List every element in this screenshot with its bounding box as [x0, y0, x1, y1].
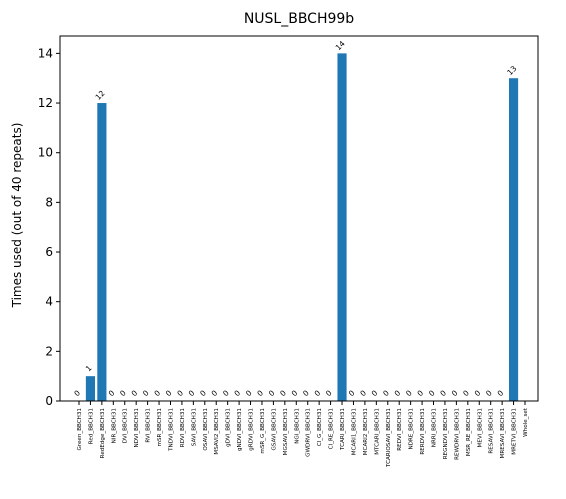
x-tick-label: Whole_set	[523, 407, 529, 437]
data-label: 0	[164, 388, 174, 398]
y-tick-label: 6	[45, 245, 53, 259]
x-tick-label: GSAVI_BBCH31	[271, 408, 277, 451]
x-tick-label: NDVI_BBCH31	[134, 408, 140, 448]
x-tick-label: MRESAVI_BBCH31	[500, 408, 506, 459]
data-label: 0	[72, 388, 82, 398]
y-tick-label: 8	[45, 195, 53, 209]
x-tick-label: REDVI_BBCH31	[397, 408, 403, 451]
data-label: 0	[495, 388, 505, 398]
data-label: 0	[358, 388, 368, 398]
x-tick-label: RDVI_BBCH31	[180, 408, 186, 448]
data-label: 0	[473, 388, 483, 398]
bar	[337, 53, 347, 401]
x-tick-label: REWDRVI_BBCH31	[454, 408, 460, 460]
x-tick-label: SAVI_BBCH31	[191, 408, 197, 447]
y-tick-label: 10	[38, 146, 53, 160]
y-tick-label: 14	[38, 46, 53, 60]
data-label: 0	[232, 388, 242, 398]
chart-title: NUSL_BBCH99b	[244, 11, 354, 27]
data-label: 0	[255, 388, 265, 398]
y-tick-label: 12	[38, 96, 53, 110]
x-tick-label: REGNDVI_BBCH31	[443, 408, 449, 460]
x-tick-label: MEVI_BBCH31	[477, 408, 483, 448]
data-label: 0	[152, 388, 162, 398]
data-label: 0	[301, 388, 311, 398]
bar	[508, 78, 519, 402]
data-label: 12	[94, 89, 107, 102]
data-label: 0	[415, 388, 425, 398]
x-tick-label: GWDRVI_BBCH31	[306, 408, 312, 457]
x-tick-label: MTCARI_BBCH31	[374, 408, 380, 455]
data-label: 0	[210, 388, 220, 398]
y-tick-label: 2	[45, 344, 53, 358]
x-tick-label: gDVI_BBCH31	[226, 408, 232, 447]
data-label: 0	[187, 388, 197, 398]
data-label: 0	[141, 388, 151, 398]
x-tick-label: TCARI_BBCH31	[340, 408, 346, 451]
x-tick-label: RedEdge_BBCH31	[100, 408, 106, 459]
y-tick-label: 4	[45, 295, 53, 309]
y-axis-label: Times used (out of 40 repeats)	[10, 123, 24, 309]
data-label: 0	[347, 388, 357, 398]
x-tick-label: TNDVI_BBCH31	[168, 408, 174, 452]
x-tick-label: MCARI2_BBCH31	[363, 408, 369, 456]
data-label: 1	[84, 363, 94, 373]
data-label: 0	[267, 388, 277, 398]
data-label: 0	[290, 388, 300, 398]
data-label: 0	[118, 388, 128, 398]
data-label: 0	[438, 388, 448, 398]
data-label: 13	[505, 64, 518, 77]
data-label: 14	[334, 39, 347, 52]
data-label: 0	[404, 388, 414, 398]
data-label: 0	[427, 388, 437, 398]
x-tick-label: NRRI_BBCH31	[432, 408, 438, 448]
data-label: 0	[278, 388, 288, 398]
data-label: 0	[175, 388, 185, 398]
x-tick-label: Red_BBCH31	[88, 408, 94, 445]
data-label: 0	[130, 388, 140, 398]
x-tick-label: NGI_BBCH31	[294, 408, 300, 444]
x-tick-label: OSAVI_BBCH31	[203, 408, 209, 451]
bar	[85, 376, 96, 401]
data-label: 0	[107, 388, 117, 398]
x-tick-label: RERDVI_BBCH31	[420, 408, 426, 455]
data-label: 0	[198, 388, 208, 398]
data-label: 0	[313, 388, 323, 398]
y-tick-label: 0	[45, 394, 53, 408]
x-tick-label: gNDVI_BBCH31	[237, 408, 243, 451]
x-tick-label: MRETVI_BBCH31	[512, 408, 518, 455]
x-tick-label: RESAVI_BBCH31	[489, 408, 495, 454]
data-label: 0	[484, 388, 494, 398]
data-label: 0	[244, 388, 254, 398]
x-tick-label: MSAVI2_BBCH31	[214, 408, 220, 455]
x-tick-label: CI_G_BBCH31	[317, 408, 323, 447]
data-label: 0	[370, 388, 380, 398]
data-label: 0	[324, 388, 334, 398]
x-tick-label: TCARIOSAVI_BBCH31	[386, 408, 392, 468]
x-tick-label: MCARI1_BBCH31	[351, 408, 357, 456]
x-tick-label: mSR_BBCH31	[157, 408, 163, 447]
x-tick-label: gRDVI_BBCH31	[249, 408, 255, 451]
data-label: 0	[461, 388, 471, 398]
x-tick-label: MGSAVI_BBCH31	[283, 408, 289, 456]
data-label: 0	[450, 388, 460, 398]
x-tick-label: NIR_BBCH31	[111, 408, 117, 444]
bar	[97, 103, 107, 401]
x-tick-label: MSR_RE_BBCH31	[466, 408, 472, 457]
x-tick-label: mSR_G_BBCH31	[260, 408, 266, 454]
x-tick-label: DVI_BBCH31	[123, 408, 129, 444]
x-tick-label: RVI_BBCH31	[146, 408, 152, 443]
x-tick-label: NDRE_BBCH31	[409, 408, 415, 450]
data-label: 0	[393, 388, 403, 398]
data-label: 0	[221, 388, 231, 398]
x-tick-label: Green_BBCH31	[77, 408, 83, 451]
data-label: 0	[381, 388, 391, 398]
plot-frame	[59, 35, 539, 402]
chart-marks: 0 2 4 6 8 10 12 14 Green_BBCH31 0 Red_BBCH31 1 RedEd…	[38, 39, 529, 468]
x-tick-label: CI_RE_BBCH31	[329, 408, 335, 450]
